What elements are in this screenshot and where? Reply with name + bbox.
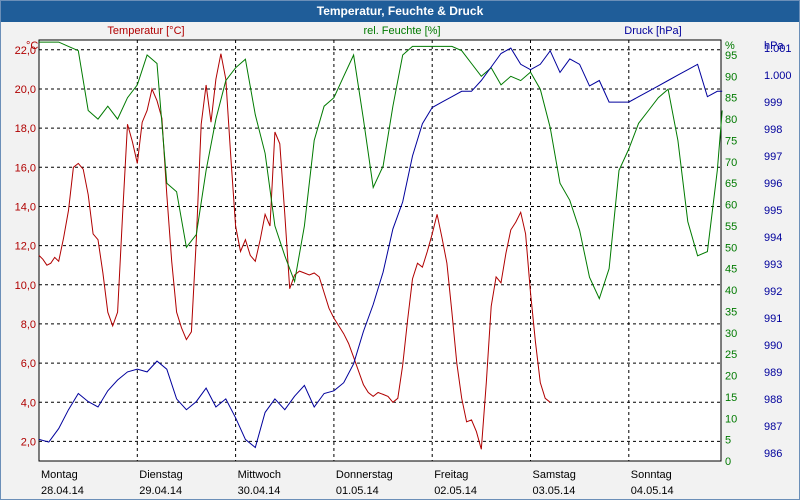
humidity-tick-label: 0	[725, 456, 731, 468]
series-lines	[38, 41, 723, 450]
pressure-tick-label: 986	[764, 448, 782, 460]
temp-tick-label: 22,0	[15, 45, 36, 57]
humidity-line	[39, 41, 723, 300]
day-weekday-label: Samstag	[533, 469, 576, 481]
pressure-line	[38, 47, 723, 449]
humidity-tick-label: 60	[725, 200, 737, 212]
humidity-tick-label: 90	[725, 71, 737, 83]
day-date-label: 28.04.14	[41, 485, 84, 497]
humidity-tick-label: 65	[725, 178, 737, 190]
humidity-tick-label: 35	[725, 306, 737, 318]
pressure-tick-label: 994	[764, 232, 782, 244]
plot-area	[38, 39, 722, 462]
temp-tick-label: 16,0	[15, 162, 36, 174]
temp-tick-label: 14,0	[15, 201, 36, 213]
temp-axis-unit: °C	[26, 40, 38, 52]
tick-labels: 22,0 20,0 18,0 16,0 14,0 12,0 10,0 8,0 6,0 4,0 2,0…	[15, 43, 792, 468]
day-weekday-label: Freitag	[434, 469, 468, 481]
humidity-tick-label: 25	[725, 349, 737, 361]
pressure-tick-label: 990	[764, 340, 782, 352]
grid-lines	[39, 40, 721, 461]
pressure-axis-title: Druck [hPa]	[624, 25, 681, 37]
pressure-tick-label: 998	[764, 124, 782, 136]
day-weekday-label: Sonntag	[631, 469, 672, 481]
day-date-label: 30.04.14	[238, 485, 281, 497]
pressure-tick-label: 1.001	[764, 43, 792, 55]
humidity-tick-label: 80	[725, 114, 737, 126]
humidity-tick-label: 75	[725, 135, 737, 147]
humidity-axis-unit: %	[725, 40, 735, 52]
day-labels: Montag 28.04.14 Dienstag 29.04.14 Mittwoch 30…	[41, 469, 674, 497]
day-weekday-label: Donnerstag	[336, 469, 393, 481]
pressure-axis-unit: hPa	[764, 40, 784, 52]
humidity-tick-label: 95	[725, 50, 737, 62]
humidity-tick-label: 50	[725, 242, 737, 254]
day-weekday-label: Montag	[41, 469, 78, 481]
pressure-tick-label: 993	[764, 259, 782, 271]
day-date-label: 29.04.14	[139, 485, 182, 497]
day-date-label: 04.05.14	[631, 485, 674, 497]
day-date-label: 03.05.14	[533, 485, 576, 497]
humidity-tick-label: 15	[725, 392, 737, 404]
temp-tick-label: 18,0	[15, 123, 36, 135]
pressure-tick-label: 995	[764, 205, 782, 217]
humidity-tick-label: 10	[725, 413, 737, 425]
day-weekday-label: Mittwoch	[238, 469, 281, 481]
pressure-tick-label: 987	[764, 421, 782, 433]
humidity-tick-label: 85	[725, 93, 737, 105]
humidity-tick-label: 5	[725, 435, 731, 447]
pressure-tick-label: 991	[764, 313, 782, 325]
day-date-label: 02.05.14	[434, 485, 477, 497]
humidity-tick-label: 70	[725, 157, 737, 169]
temp-tick-label: 10,0	[15, 280, 36, 292]
pressure-tick-label: 989	[764, 367, 782, 379]
pressure-tick-label: 999	[764, 97, 782, 109]
day-weekday-label: Dienstag	[139, 469, 182, 481]
window-title: Temperatur, Feuchte & Druck	[1, 1, 799, 22]
pressure-tick-label: 996	[764, 178, 782, 190]
pressure-tick-label: 1.000	[764, 70, 792, 82]
temp-tick-label: 12,0	[15, 241, 36, 253]
temp-tick-label: 8,0	[21, 319, 36, 331]
humidity-tick-label: 20	[725, 371, 737, 383]
pressure-tick-label: 988	[764, 394, 782, 406]
humidity-tick-label: 45	[725, 264, 737, 276]
humidity-tick-label: 30	[725, 328, 737, 340]
humidity-axis-title: rel. Feuchte [%]	[363, 25, 440, 37]
temp-tick-label: 6,0	[21, 358, 36, 370]
humidity-tick-label: 55	[725, 221, 737, 233]
day-date-label: 01.05.14	[336, 485, 379, 497]
temperature-line	[38, 53, 551, 450]
pressure-tick-label: 992	[764, 286, 782, 298]
temp-tick-label: 4,0	[21, 397, 36, 409]
temp-axis-title: Temperatur [°C]	[107, 25, 184, 37]
pressure-tick-label: 997	[764, 151, 782, 163]
temp-tick-label: 20,0	[15, 84, 36, 96]
temp-tick-label: 2,0	[21, 436, 36, 448]
humidity-tick-label: 40	[725, 285, 737, 297]
